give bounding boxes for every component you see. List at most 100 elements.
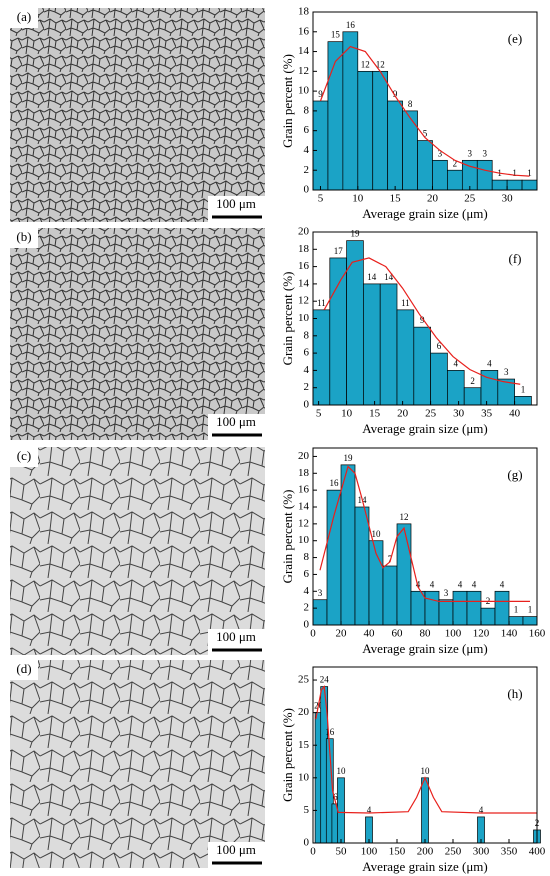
bar	[382, 565, 398, 626]
x-tick-label: 300	[473, 846, 490, 858]
y-tick-label: 12	[298, 295, 309, 307]
bar	[476, 159, 493, 191]
panel-label-bg	[10, 660, 38, 680]
bar	[372, 70, 389, 191]
x-tick-label: 10	[352, 193, 364, 205]
panel-label: (b)	[16, 229, 31, 244]
y-tick-label: 2	[304, 602, 310, 614]
bar	[463, 387, 482, 406]
y-tick-label: 18	[298, 467, 310, 479]
panel-label: (g)	[507, 467, 522, 482]
y-tick-label: 14	[298, 45, 310, 57]
data-label: 11	[401, 298, 410, 308]
bar	[379, 283, 398, 406]
data-label: 9	[318, 89, 323, 99]
x-axis-label: Average grain size (μm)	[362, 421, 487, 436]
x-tick-label: 60	[392, 628, 404, 640]
x-tick-label: 0	[310, 628, 316, 640]
scale-bar-label: 100 μm	[216, 196, 256, 211]
bar	[494, 590, 510, 626]
data-label: 3	[504, 367, 509, 377]
bar	[342, 31, 359, 191]
scale-bar-label: 100 μm	[216, 629, 256, 644]
y-axis-label: Grain percent (%)	[280, 708, 295, 802]
bar	[421, 777, 429, 844]
bar	[413, 326, 431, 406]
y-tick-label: 5	[304, 804, 310, 816]
data-label: 16	[330, 478, 340, 488]
data-label: 4	[367, 805, 372, 815]
y-tick-label: 20	[298, 450, 310, 462]
bar	[522, 616, 538, 626]
y-tick-label: 2	[304, 164, 310, 176]
panel-label: (f)	[509, 251, 522, 266]
bar	[346, 240, 364, 406]
x-tick-label: 20	[427, 193, 439, 205]
y-tick-label: 16	[298, 25, 310, 37]
data-label: 14	[384, 272, 394, 282]
data-label: 4	[479, 805, 484, 815]
plot-frame	[312, 11, 538, 191]
x-tick-label: 25	[425, 408, 437, 420]
x-tick-label: 25	[464, 193, 476, 205]
data-label: 4	[416, 579, 421, 589]
x-tick-label: 35	[481, 408, 493, 420]
data-label: 4	[430, 579, 435, 589]
bar	[438, 599, 454, 626]
x-tick-label: 140	[501, 628, 518, 640]
y-tick-label: 0	[304, 837, 310, 849]
x-tick-label: 15	[390, 193, 402, 205]
y-tick-label: 6	[304, 568, 310, 580]
data-label: 10	[421, 766, 431, 776]
x-tick-label: 40	[509, 408, 521, 420]
data-label: 4	[487, 358, 492, 368]
scale-bar-label: 100 μm	[216, 842, 256, 857]
bar	[396, 523, 412, 626]
micrograph	[10, 228, 265, 440]
fit-curve	[323, 257, 521, 385]
bar	[430, 352, 448, 406]
y-tick-label: 0	[304, 184, 310, 196]
data-label: 3	[468, 148, 473, 158]
x-tick-label: 100	[445, 628, 462, 640]
data-label: 10	[337, 766, 347, 776]
data-label: 5	[423, 129, 428, 139]
x-tick-label: 0	[310, 846, 316, 858]
data-label: 24	[320, 675, 330, 685]
x-tick-label: 30	[453, 408, 465, 420]
data-label: 16	[325, 727, 335, 737]
y-tick-label: 2	[304, 381, 310, 393]
y-tick-label: 10	[298, 534, 310, 546]
fit-curve	[319, 45, 530, 177]
bar	[340, 464, 356, 626]
y-tick-label: 8	[304, 104, 310, 116]
x-axis-label: Average grain size (μm)	[362, 206, 487, 221]
bar	[337, 777, 345, 844]
x-axis-label: Average grain size (μm)	[362, 641, 487, 656]
bar	[327, 41, 344, 191]
y-tick-label: 12	[298, 517, 309, 529]
bar	[410, 590, 426, 626]
data-label: 12	[400, 512, 409, 522]
bar	[521, 179, 538, 191]
x-tick-label: 80	[420, 628, 432, 640]
data-label: 19	[351, 229, 361, 239]
x-tick-label: 5	[318, 193, 324, 205]
x-tick-label: 40	[364, 628, 376, 640]
bar	[466, 590, 482, 626]
bar	[363, 283, 381, 406]
panel-label-bg	[10, 228, 38, 248]
y-tick-label: 25	[298, 674, 310, 686]
data-label: 6	[333, 792, 338, 802]
panel-label: (h)	[507, 686, 522, 701]
data-label: 16	[346, 20, 356, 30]
bar	[452, 590, 468, 626]
data-label: 17	[334, 246, 344, 256]
y-axis-label: Grain percent (%)	[280, 490, 295, 584]
y-axis-label: Grain percent (%)	[280, 272, 295, 366]
y-tick-label: 4	[304, 144, 310, 156]
y-tick-label: 6	[304, 347, 310, 359]
x-tick-label: 250	[445, 846, 462, 858]
data-label: 3	[444, 588, 449, 598]
y-tick-label: 16	[298, 484, 310, 496]
